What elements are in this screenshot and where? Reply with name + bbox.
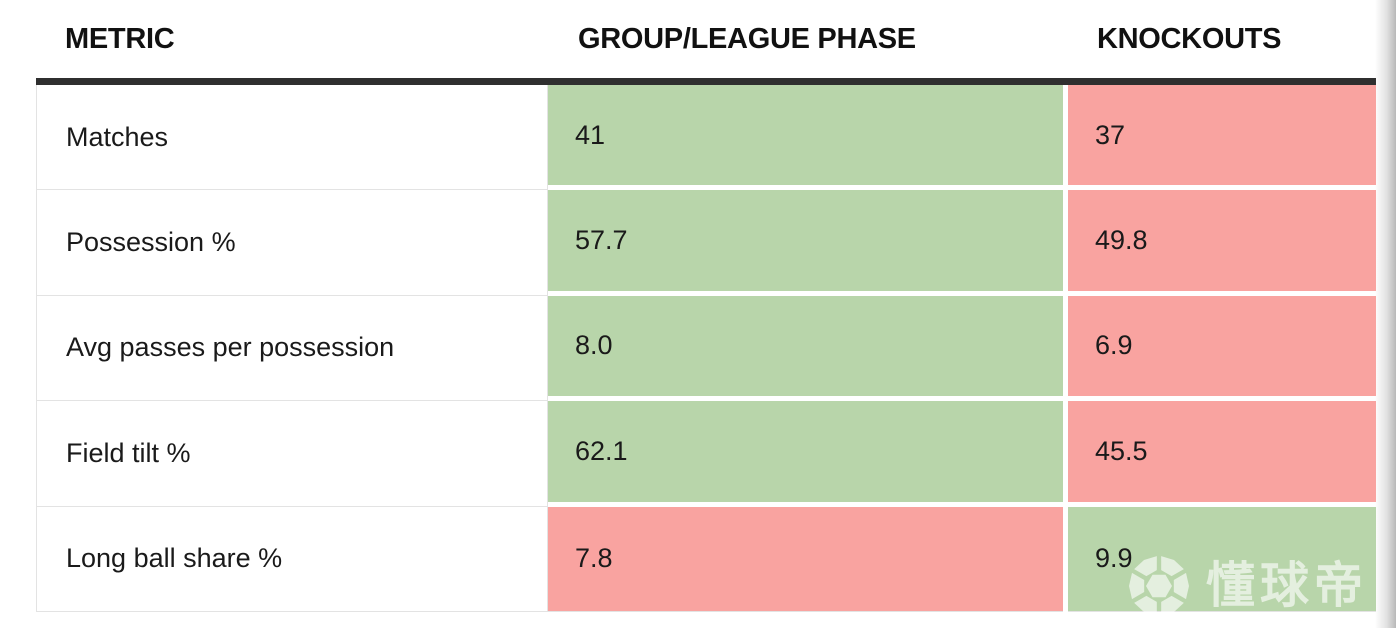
column-header-knockouts: KNOCKOUTS <box>1097 22 1282 55</box>
knockouts-value-cell: 9.9 <box>1068 506 1376 612</box>
knockouts-value-cell: 6.9 <box>1068 295 1376 402</box>
table-row: Avg passes per possession 8.0 6.9 <box>36 295 1376 402</box>
column-header-metric: METRIC <box>65 22 175 55</box>
metric-label: Avg passes per possession <box>36 295 548 402</box>
comparison-table: METRIC GROUP/LEAGUE PHASE KNOCKOUTS Matc… <box>36 0 1376 612</box>
group-value-cell: 57.7 <box>548 190 1063 296</box>
group-value-cell: 7.8 <box>548 506 1063 612</box>
table-body: Matches 41 37 Possession % 57.7 49.8 Avg… <box>36 85 1376 612</box>
metric-label: Matches <box>36 85 548 191</box>
metric-label: Field tilt % <box>36 401 548 507</box>
group-value-cell: 8.0 <box>548 295 1063 402</box>
metric-label: Long ball share % <box>36 506 548 612</box>
column-gap <box>1063 295 1068 402</box>
group-value-cell: 62.1 <box>548 401 1063 507</box>
table-row: Possession % 57.7 49.8 <box>36 190 1376 296</box>
knockouts-value-cell: 49.8 <box>1068 190 1376 296</box>
header-divider-rule <box>36 78 1376 85</box>
knockouts-value-cell: 45.5 <box>1068 401 1376 507</box>
metric-label: Possession % <box>36 190 548 296</box>
page-edge-shadow <box>1375 0 1396 628</box>
table-row: Long ball share % 7.8 9.9 <box>36 506 1376 612</box>
column-gap <box>1063 85 1068 191</box>
column-gap <box>1063 506 1068 612</box>
column-header-group-league-phase: GROUP/LEAGUE PHASE <box>578 22 916 55</box>
column-gap <box>1063 190 1068 296</box>
knockouts-value-cell: 37 <box>1068 85 1376 191</box>
table-header-row: METRIC GROUP/LEAGUE PHASE KNOCKOUTS <box>36 0 1376 78</box>
table-row: Matches 41 37 <box>36 85 1376 191</box>
column-gap <box>1063 401 1068 507</box>
table-row: Field tilt % 62.1 45.5 <box>36 401 1376 507</box>
group-value-cell: 41 <box>548 85 1063 191</box>
